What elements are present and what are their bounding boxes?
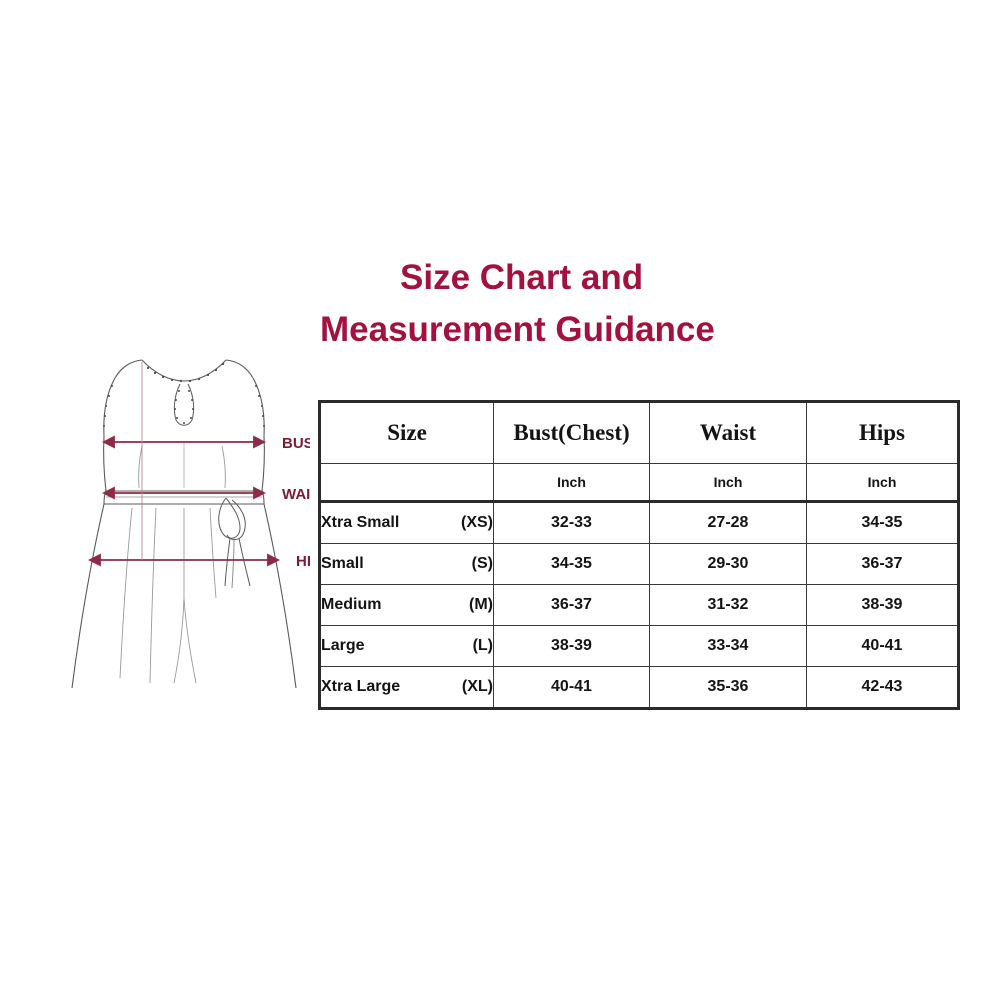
cell-waist: 35-36 <box>649 666 807 709</box>
table-row: Medium (M) 36-37 31-32 38-39 <box>319 584 959 626</box>
bust-label: BUST <box>282 435 310 452</box>
hips-label: HIPS <box>296 553 310 570</box>
table-unit-row: Inch Inch Inch <box>319 463 959 503</box>
size-chart-table: Size Bust(Chest) Waist Hips Inch Inch In… <box>318 400 960 710</box>
table-row: Large (L) 38-39 33-34 40-41 <box>319 625 959 667</box>
cell-size: Large (L) <box>319 625 494 667</box>
cell-bust: 38-39 <box>493 625 650 667</box>
waist-measure-arrow <box>101 486 267 500</box>
cell-bust: 32-33 <box>493 501 650 544</box>
page-title: Size Chart and Measurement Guidance <box>320 252 960 356</box>
size-chart-table-container: Size Bust(Chest) Waist Hips Inch Inch In… <box>318 400 960 710</box>
table-row: Small (S) 34-35 29-30 36-37 <box>319 543 959 585</box>
size-name: Xtra Large <box>321 678 401 695</box>
bust-measure-arrow <box>101 435 267 449</box>
size-abbr: (L) <box>472 637 493 654</box>
cell-bust: 36-37 <box>493 584 650 626</box>
right-armhole <box>252 377 265 437</box>
cell-size: Small (S) <box>319 543 494 585</box>
bodice-fold-lines <box>138 443 226 489</box>
waist-label: WAIST <box>282 486 310 503</box>
cell-bust: 40-41 <box>493 666 650 709</box>
size-name: Large <box>321 637 365 654</box>
page-title-line-1: Size Chart and <box>400 258 644 297</box>
table-row: Xtra Large (XL) 40-41 35-36 42-43 <box>319 666 959 709</box>
neckline-keyhole <box>173 383 195 426</box>
cell-size: Xtra Small (XS) <box>319 501 494 544</box>
cell-hips: 40-41 <box>806 625 959 667</box>
neckline-stitching <box>146 362 225 424</box>
waist-tie-bow <box>218 497 251 589</box>
size-abbr: (M) <box>469 596 493 613</box>
cell-hips: 42-43 <box>806 666 959 709</box>
neckline <box>141 359 227 382</box>
col-header-size: Size <box>319 401 494 464</box>
dress-measurement-diagram: BUST WAIST HIPS <box>60 348 310 693</box>
skirt-left-edge <box>71 503 105 689</box>
page-title-line-2: Measurement Guidance <box>320 310 715 349</box>
hips-measure-arrow <box>87 553 281 567</box>
cell-size: Medium (M) <box>319 584 494 626</box>
dress-outline-group <box>71 359 297 689</box>
unit-bust: Inch <box>493 463 650 503</box>
cell-hips: 34-35 <box>806 501 959 544</box>
cell-size: Xtra Large (XL) <box>319 666 494 709</box>
cell-waist: 29-30 <box>649 543 807 585</box>
unit-size <box>319 463 494 503</box>
size-abbr: (S) <box>471 555 493 572</box>
skirt-pleat-lines <box>119 507 217 684</box>
cell-hips: 36-37 <box>806 543 959 585</box>
cell-hips: 38-39 <box>806 584 959 626</box>
table-header-row: Size Bust(Chest) Waist Hips <box>319 401 959 464</box>
cell-bust: 34-35 <box>493 543 650 585</box>
skirt-right-edge <box>263 503 297 689</box>
unit-hips: Inch <box>806 463 959 503</box>
size-name: Small <box>321 555 364 572</box>
col-header-hips: Hips <box>806 401 959 464</box>
size-abbr: (XS) <box>461 514 493 531</box>
cell-waist: 31-32 <box>649 584 807 626</box>
armhole-stitching <box>103 385 265 427</box>
cell-waist: 33-34 <box>649 625 807 667</box>
size-abbr: (XL) <box>461 678 493 695</box>
unit-waist: Inch <box>649 463 807 503</box>
size-name: Xtra Small <box>321 514 400 531</box>
cell-waist: 27-28 <box>649 501 807 544</box>
col-header-waist: Waist <box>649 401 807 464</box>
col-header-bust: Bust(Chest) <box>493 401 650 464</box>
size-name: Medium <box>321 596 382 613</box>
left-armhole <box>103 377 116 437</box>
table-row: Xtra Small (XS) 32-33 27-28 34-35 <box>319 501 959 544</box>
